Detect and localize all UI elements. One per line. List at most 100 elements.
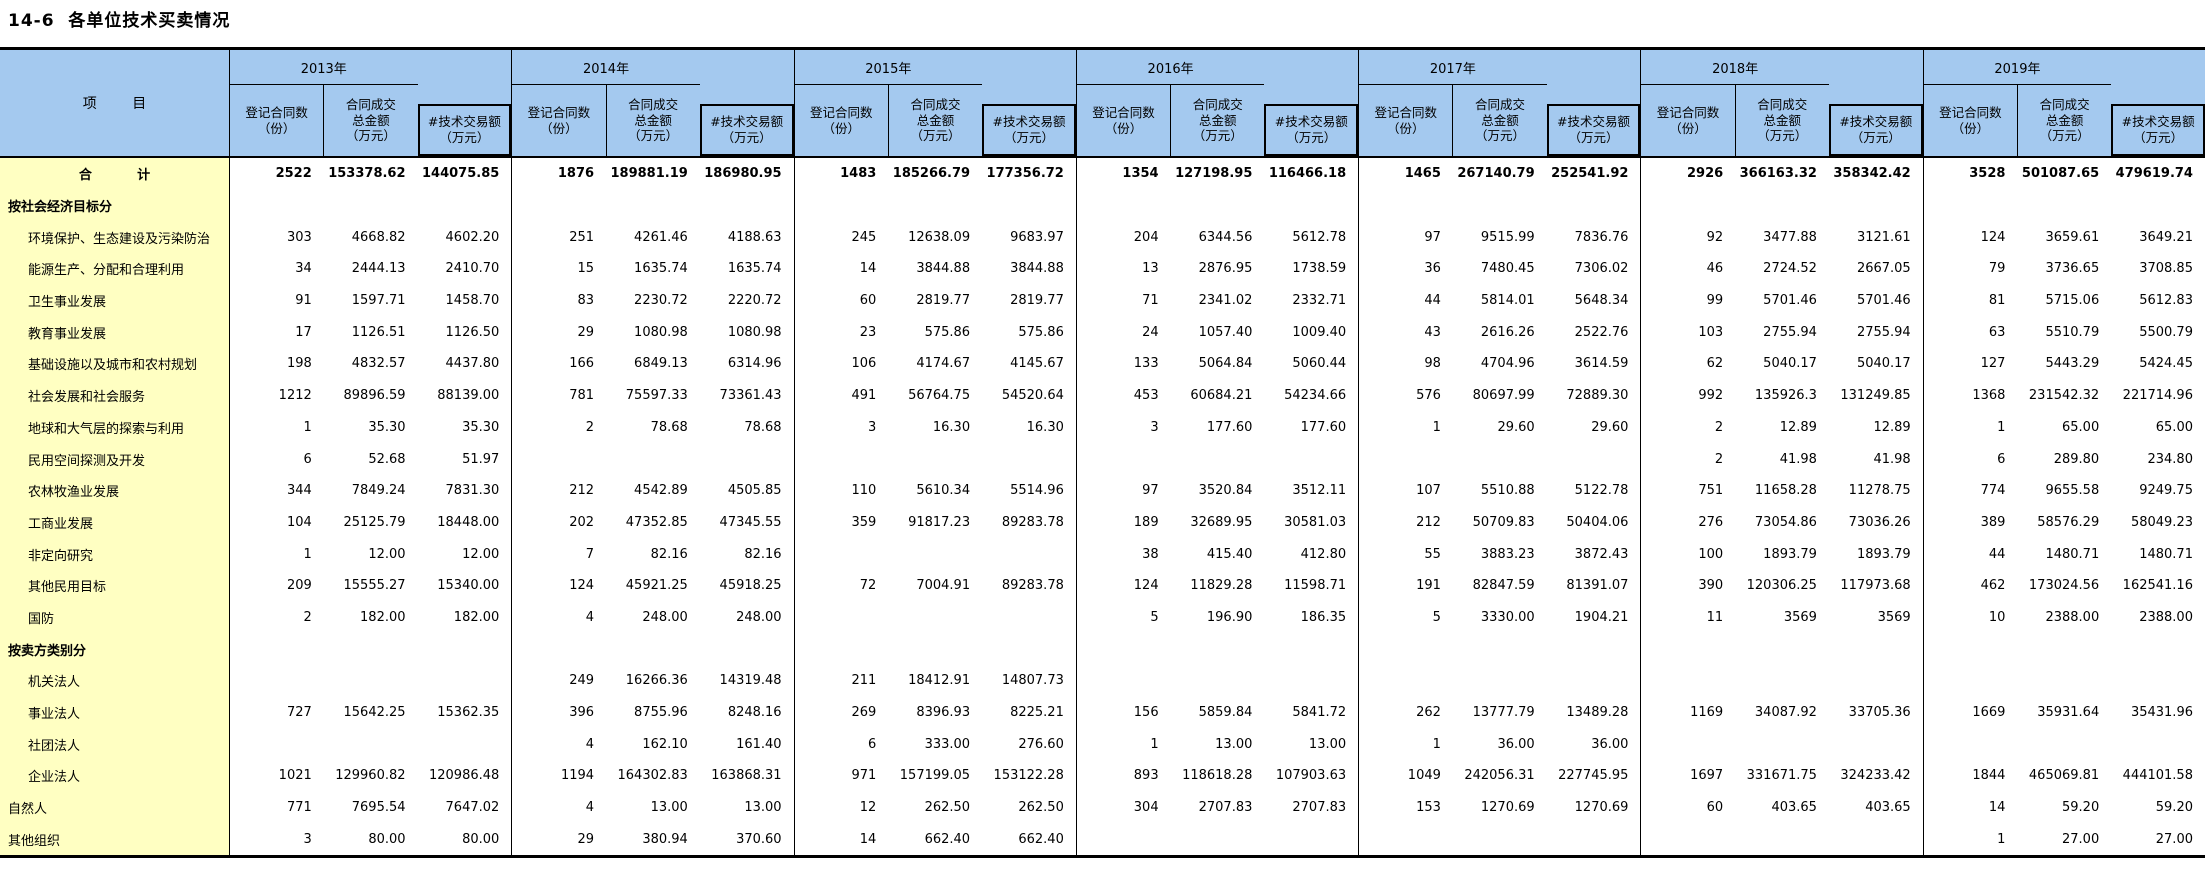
value-cell: 2230.72	[634, 293, 688, 309]
value-cell: 79	[1988, 261, 2006, 277]
year-values-group: 1697 331671.75 324233.42	[1641, 760, 1924, 792]
value-cell: 164302.83	[617, 768, 688, 784]
value-cell: 162541.16	[2122, 578, 2193, 594]
value-cell: 1368	[1972, 388, 2006, 404]
table-row: 其他组织 3 80.00 80.00 29 380.94 370.60 14 662.40 662…	[0, 823, 2205, 856]
value-cell: 479619.74	[2115, 166, 2193, 182]
value-cell: 344	[286, 483, 312, 499]
value-cell: 1126.51	[351, 324, 406, 340]
year-values-group	[1641, 728, 1924, 761]
value-cell: 727	[286, 705, 312, 721]
tech-trade-amount-header: #技术交易额 （万元）	[2111, 104, 2205, 156]
value-cell: 89283.78	[1001, 578, 1064, 594]
value-cell: 44	[1424, 293, 1441, 309]
value-cell: 71	[1142, 293, 1159, 309]
row-values: 6 52.68 51.97 2 41.98 41.98 6 289.80 234.80	[230, 443, 2205, 475]
value-cell	[1264, 633, 1358, 665]
value-cell: 2	[585, 419, 595, 435]
value-cell: 5841.72	[1292, 705, 1347, 721]
value-cell: 23	[859, 324, 877, 340]
contract-amount-header: 合同成交 总金额 （万元）	[2039, 97, 2090, 144]
row-values: 209 15555.27 15340.00 124 45921.25 45918.25 72…	[230, 569, 2205, 602]
row-values: 1 12.00 12.00 7 82.16 82.16 38 415.40 412.80 55 38…	[230, 538, 2205, 570]
value-cell: 13.00	[1308, 736, 1347, 752]
value-cell: 1	[1997, 831, 2006, 847]
year-values-group: 29 380.94 370.60	[512, 823, 795, 856]
value-cell: 1635.74	[634, 261, 688, 277]
year-values-group: 251 4261.46 4188.63	[512, 221, 795, 254]
value-cell: 186.35	[1300, 609, 1347, 625]
value-cell: 1080.98	[634, 324, 688, 340]
value-cell: 8225.21	[1010, 705, 1064, 721]
value-cell: 9515.99	[1480, 229, 1535, 245]
year-group-header: 2013年 登记合同数 （份） 合同成交 总金额 （万元） #技术交易额 （万元）	[230, 50, 513, 156]
value-cell: 5610.34	[916, 483, 971, 499]
year-values-group: 1 27.00 27.00	[1924, 823, 2205, 855]
year-values-group: 166 6849.13 6314.96	[512, 348, 795, 380]
value-cell: 2332.71	[1292, 293, 1347, 309]
table-row: 其他民用目标 209 15555.27 15340.00 124 45921.25 4591…	[0, 569, 2205, 602]
year-values-group: 36 7480.45 7306.02	[1359, 253, 1642, 285]
contracts-count-header: 登记合同数 （份）	[512, 85, 607, 156]
value-cell: 88139.00	[437, 388, 500, 404]
value-cell: 1893.79	[1763, 546, 1817, 562]
value-cell: 304	[1133, 800, 1159, 816]
year-values-group	[1359, 189, 1642, 222]
value-cell: 99	[1706, 293, 1724, 309]
value-cell: 73054.86	[1754, 514, 1817, 530]
value-cell: 36.00	[1497, 736, 1535, 752]
value-cell: 462	[1980, 578, 2006, 594]
value-cell	[606, 190, 700, 222]
value-cell: 11	[1706, 609, 1724, 625]
value-cell: 196.90	[1206, 609, 1253, 625]
value-cell: 1	[303, 546, 312, 562]
value-cell: 1635.74	[727, 261, 782, 277]
value-cell: 83	[577, 293, 595, 309]
table-row: 国防 2 182.00 182.00 4 248.00 248.00 5 196.90 186.3…	[0, 601, 2205, 634]
value-cell: 5443.29	[2045, 356, 2100, 372]
value-cell: 303	[286, 229, 312, 245]
year-values-group: 1483 185266.79 177356.72	[795, 158, 1077, 190]
value-cell	[795, 633, 889, 665]
year-values-group: 893 118618.28 107903.63	[1077, 760, 1360, 792]
year-label: 2018年	[1641, 50, 1829, 85]
year-group-header: 2014年 登记合同数 （份） 合同成交 总金额 （万元） #技术交易额 （万元）	[512, 50, 795, 156]
value-cell: 358342.42	[1833, 166, 1911, 182]
value-cell: 35431.96	[2130, 705, 2193, 721]
sub-headers: 登记合同数 （份） 合同成交 总金额 （万元）	[1924, 85, 2112, 156]
year-values-group: 14 3844.88 3844.88	[795, 253, 1077, 285]
value-cell: 3121.61	[1856, 229, 1911, 245]
value-cell: 56764.75	[908, 388, 971, 404]
year-values-group: 79 3736.65 3708.85	[1924, 253, 2205, 285]
value-cell: 3614.59	[1574, 356, 1629, 372]
value-cell	[606, 443, 700, 475]
value-cell: 5701.46	[1763, 293, 1817, 309]
value-cell	[1359, 823, 1453, 855]
value-cell: 4542.89	[634, 483, 688, 499]
value-cell	[324, 633, 418, 665]
value-cell: 2819.77	[1010, 293, 1064, 309]
value-cell: 3872.43	[1574, 546, 1629, 562]
value-cell: 41.98	[1873, 451, 1911, 467]
year-values-group: 211 18412.91 14807.73	[795, 665, 1077, 697]
year-values-group: 344 7849.24 7831.30	[230, 474, 513, 507]
year-values-group: 7 82.16 82.16	[512, 538, 795, 570]
value-cell: 324233.42	[1840, 768, 1911, 784]
contract-amount-header: 合同成交 总金额 （万元）	[628, 97, 679, 144]
value-cell: 1893.79	[1856, 546, 1911, 562]
year-values-group: 99 5701.46 5701.46	[1641, 284, 1924, 317]
value-cell: 2876.95	[1198, 261, 1253, 277]
value-cell	[1077, 633, 1171, 665]
value-cell: 120986.48	[428, 768, 500, 784]
value-cell	[512, 190, 606, 222]
table-row: 合 计 2522 153378.62 144075.85 1876 189881.19 18…	[0, 158, 2205, 190]
value-cell: 89283.78	[1001, 514, 1064, 530]
value-cell: 92	[1706, 229, 1724, 245]
value-cell	[700, 190, 794, 222]
value-cell: 269	[851, 705, 877, 721]
year-values-group: 1 35.30 35.30	[230, 411, 513, 444]
value-cell: 781	[569, 388, 595, 404]
value-cell: 575.86	[924, 324, 971, 340]
value-cell: 1080.98	[727, 324, 782, 340]
row-label: 工商业发展	[0, 506, 230, 539]
